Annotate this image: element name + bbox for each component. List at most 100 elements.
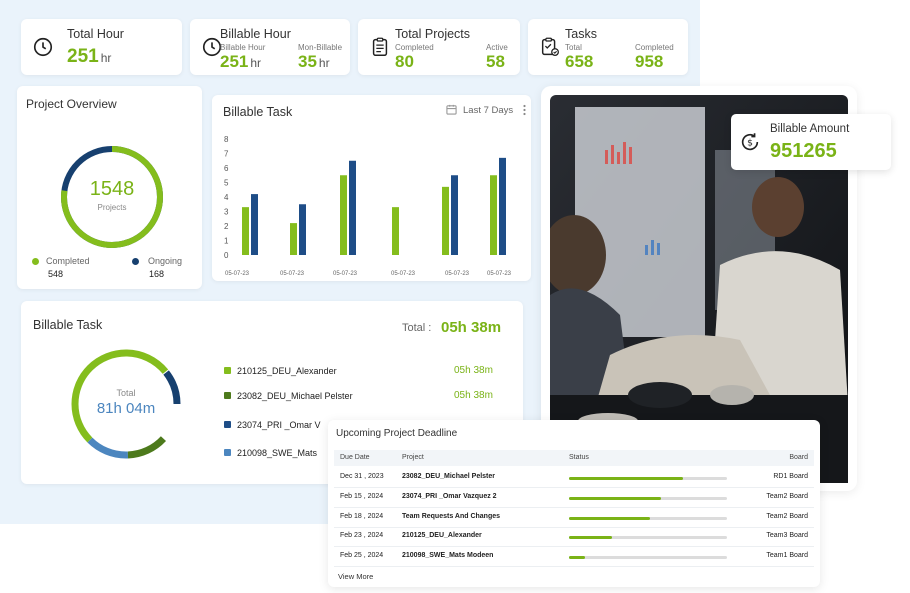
donut-segment bbox=[71, 349, 181, 459]
stat-card-billable-hour: Billable Hour Billable Hour 251 hr Mon-Bi… bbox=[190, 19, 350, 75]
legend-completed-value: 548 bbox=[48, 269, 64, 279]
card-title: Billable Task bbox=[223, 105, 293, 119]
billable-amount-value: 951265 bbox=[770, 140, 837, 162]
status-bar bbox=[569, 556, 727, 559]
board-name: Team3 Board bbox=[766, 532, 808, 539]
table-row[interactable]: Feb 18 , 2024 Team Requests And Changes … bbox=[334, 509, 814, 528]
bar bbox=[451, 175, 458, 255]
status-bar bbox=[569, 536, 727, 539]
column-header-due-date: Due Date bbox=[340, 454, 370, 461]
table-header: Due Date Project Status Board bbox=[334, 450, 814, 466]
column-header-status: Status bbox=[569, 454, 589, 461]
board-name: Team2 Board bbox=[766, 513, 808, 520]
y-tick-label: 1 bbox=[224, 237, 229, 246]
project-name: 210125_DEU_Alexander bbox=[402, 532, 482, 539]
task-check-icon bbox=[541, 37, 559, 56]
view-more-link[interactable]: View More bbox=[338, 572, 374, 581]
more-vertical-icon[interactable] bbox=[522, 104, 527, 116]
bar bbox=[442, 186, 449, 255]
legend-item-label: 23082_DEU_Michael Pelster bbox=[237, 391, 353, 401]
stat-sub-value: 958 bbox=[635, 52, 664, 71]
table-row[interactable]: Feb 15 , 2024 23074_PRI _Omar Vazquez 2 … bbox=[334, 489, 814, 508]
due-date: Feb 25 , 2024 bbox=[340, 552, 384, 559]
project-name: Team Requests And Changes bbox=[402, 513, 501, 520]
x-tick-label: 05-07-23 bbox=[445, 271, 470, 277]
x-tick-label: 05-07-23 bbox=[225, 271, 250, 277]
donut-center-label: Projects bbox=[97, 203, 127, 212]
y-tick-label: 8 bbox=[224, 135, 229, 144]
donut-segment bbox=[71, 349, 181, 459]
bar bbox=[392, 207, 399, 255]
y-tick-label: 2 bbox=[224, 222, 229, 231]
bar bbox=[490, 175, 497, 255]
billable-task-bar-chart: 0 1 2 3 4 5 6 7 8 05-07-23 05-07-23 05-07-23 05-07-2… bbox=[224, 135, 512, 277]
bar bbox=[242, 207, 249, 255]
total-value: 05h 38m bbox=[441, 319, 502, 336]
card-title: Billable Task bbox=[33, 318, 103, 332]
stat-title: Total Projects bbox=[395, 27, 471, 41]
status-bar-fill bbox=[569, 517, 650, 520]
card-title: Project Overview bbox=[26, 97, 117, 111]
bar bbox=[340, 175, 347, 255]
table-row[interactable]: Dec 31 , 2023 23082_DEU_Michael Pelster … bbox=[334, 469, 814, 488]
money-cycle-icon: $ bbox=[741, 133, 759, 151]
stat-title: Billable Hour bbox=[220, 27, 291, 41]
card-title: Upcoming Project Deadline bbox=[336, 428, 458, 439]
column-header-project: Project bbox=[402, 454, 424, 461]
project-name: 23082_DEU_Michael Pelster bbox=[402, 473, 495, 480]
bar bbox=[349, 160, 356, 255]
stat-sub-value: 58 bbox=[486, 52, 505, 71]
legend-completed-label: Completed bbox=[46, 256, 90, 266]
billable-task-donut bbox=[71, 349, 181, 459]
legend-dot-completed bbox=[32, 258, 39, 265]
total-label: Total : bbox=[402, 322, 432, 334]
clock-icon bbox=[33, 37, 53, 57]
table-row[interactable]: Feb 25 , 2024 210098_SWE_Mats Modeen Tea… bbox=[334, 548, 814, 567]
status-bar-fill bbox=[569, 556, 585, 559]
project-overview-donut bbox=[61, 146, 163, 248]
status-bar-fill bbox=[569, 536, 612, 539]
donut-center-value: 1548 bbox=[89, 178, 135, 200]
legend-item-time: 05h 38m bbox=[454, 365, 493, 376]
clock-icon bbox=[202, 37, 222, 57]
stat-sub-value: 658 bbox=[565, 52, 594, 71]
stat-sub-label: Active bbox=[486, 43, 508, 52]
legend-swatch bbox=[224, 421, 231, 428]
stat-sub-label: Mon-Billable bbox=[298, 43, 343, 52]
stat-title: Total Hour bbox=[67, 27, 124, 41]
legend-swatch bbox=[224, 392, 231, 399]
project-name: 210098_SWE_Mats Modeen bbox=[402, 552, 494, 559]
date-range-label[interactable]: Last 7 Days bbox=[463, 105, 514, 116]
legend-item-label: 210098_SWE_Mats bbox=[237, 448, 318, 458]
legend-item-label: 23074_PRI _Omar V bbox=[237, 420, 321, 430]
billable-amount-card: $ Billable Amount 951265 bbox=[731, 114, 891, 170]
donut-center-label: Total bbox=[116, 388, 136, 398]
status-bar bbox=[569, 497, 727, 500]
x-tick-label: 05-07-23 bbox=[487, 271, 512, 277]
y-tick-label: 7 bbox=[224, 150, 229, 159]
x-tick-label: 05-07-23 bbox=[280, 271, 305, 277]
y-tick-label: 5 bbox=[224, 179, 229, 188]
stat-sub-value: 251 hr bbox=[220, 52, 262, 71]
status-bar bbox=[569, 477, 727, 480]
y-tick-label: 6 bbox=[224, 164, 229, 173]
project-overview-card: Project Overview 1548 Projects Completed… bbox=[17, 86, 202, 289]
due-date: Feb 15 , 2024 bbox=[340, 493, 384, 500]
legend-ongoing-value: 168 bbox=[149, 269, 165, 279]
calendar-icon[interactable] bbox=[446, 104, 457, 115]
table-row[interactable]: Feb 23 , 2024 210125_DEU_Alexander Team3… bbox=[334, 528, 814, 547]
stat-card-total-projects: Total Projects Completed 80 Active 58 bbox=[358, 19, 520, 75]
stat-title: Tasks bbox=[565, 27, 597, 41]
legend-dot-ongoing bbox=[132, 258, 139, 265]
due-date: Feb 18 , 2024 bbox=[340, 513, 384, 520]
stat-value: 251 hr bbox=[67, 46, 112, 67]
x-tick-label: 05-07-23 bbox=[391, 271, 416, 277]
stat-card-tasks: Tasks Total 658 Completed 958 bbox=[528, 19, 688, 75]
y-tick-label: 3 bbox=[224, 208, 229, 217]
status-bar-fill bbox=[569, 477, 683, 480]
board-name: Team2 Board bbox=[766, 493, 808, 500]
board-name: Team1 Board bbox=[766, 552, 808, 559]
stat-sub-value: 80 bbox=[395, 52, 414, 71]
bar bbox=[499, 157, 506, 255]
stat-sub-label: Billable Hour bbox=[220, 43, 266, 52]
